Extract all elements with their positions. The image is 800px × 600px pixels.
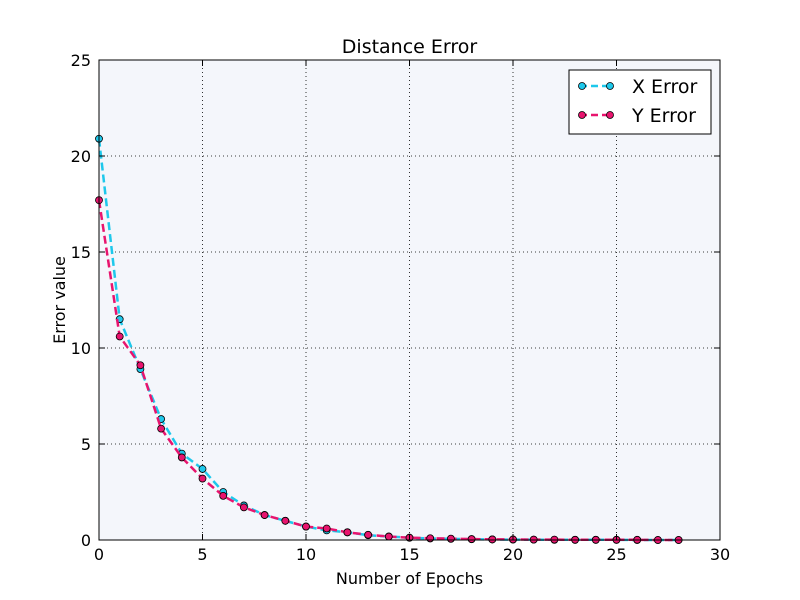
y-error-point	[239, 503, 248, 512]
legend-box	[568, 69, 712, 135]
y-tick-label: 0	[81, 531, 91, 550]
y-error-point	[157, 424, 166, 433]
y-error-point	[343, 528, 352, 537]
y-tick-label: 5	[81, 435, 91, 454]
legend-marker	[578, 111, 586, 119]
legend-label: X Error	[632, 76, 698, 98]
y-tick-label: 10	[71, 339, 91, 358]
y-error-point	[364, 530, 373, 539]
y-error-point	[115, 332, 124, 341]
x-error-point	[198, 465, 207, 473]
x-tick-label: 0	[94, 545, 104, 564]
y-error-point	[177, 453, 186, 462]
y-error-point	[136, 361, 145, 370]
x-tick-label: 25	[606, 545, 626, 564]
y-error-point	[198, 474, 207, 483]
legend: X Error Y Error	[568, 69, 712, 135]
legend-marker	[606, 82, 614, 90]
y-error-point	[426, 534, 435, 543]
y-tick-label: 25	[71, 51, 91, 70]
x-tick-label: 15	[399, 545, 419, 564]
y-tick-label: 15	[71, 243, 91, 262]
y-error-point	[322, 524, 331, 533]
y-error-point	[384, 532, 393, 541]
y-error-point	[260, 511, 269, 519]
legend-marker	[606, 111, 614, 119]
y-error-point	[467, 535, 476, 543]
y-tick-label: 20	[71, 147, 91, 166]
y-error-point	[488, 535, 497, 544]
y-error-point	[302, 522, 310, 531]
y-error-point	[281, 516, 290, 525]
legend-entry-x-error: X Error	[578, 76, 698, 98]
chart-title: Distance Error	[342, 36, 478, 58]
y-error-point	[446, 534, 455, 543]
axis-ticks: 0 5 10 15 20 25 30 0 5 10 15 20 25	[71, 51, 731, 564]
x-tick-label: 20	[503, 545, 523, 564]
y-error-point	[219, 491, 228, 500]
x-axis-title: Number of Epochs	[336, 569, 483, 588]
x-tick-label: 10	[296, 545, 316, 564]
grid-lines	[99, 60, 720, 540]
legend-entry-y-error: Y Error	[578, 105, 696, 127]
legend-marker	[578, 82, 586, 90]
legend-label: Y Error	[631, 105, 696, 127]
x-tick-label: 30	[710, 545, 730, 564]
x-tick-label: 5	[197, 545, 207, 564]
y-axis-title: Error value	[50, 256, 69, 344]
